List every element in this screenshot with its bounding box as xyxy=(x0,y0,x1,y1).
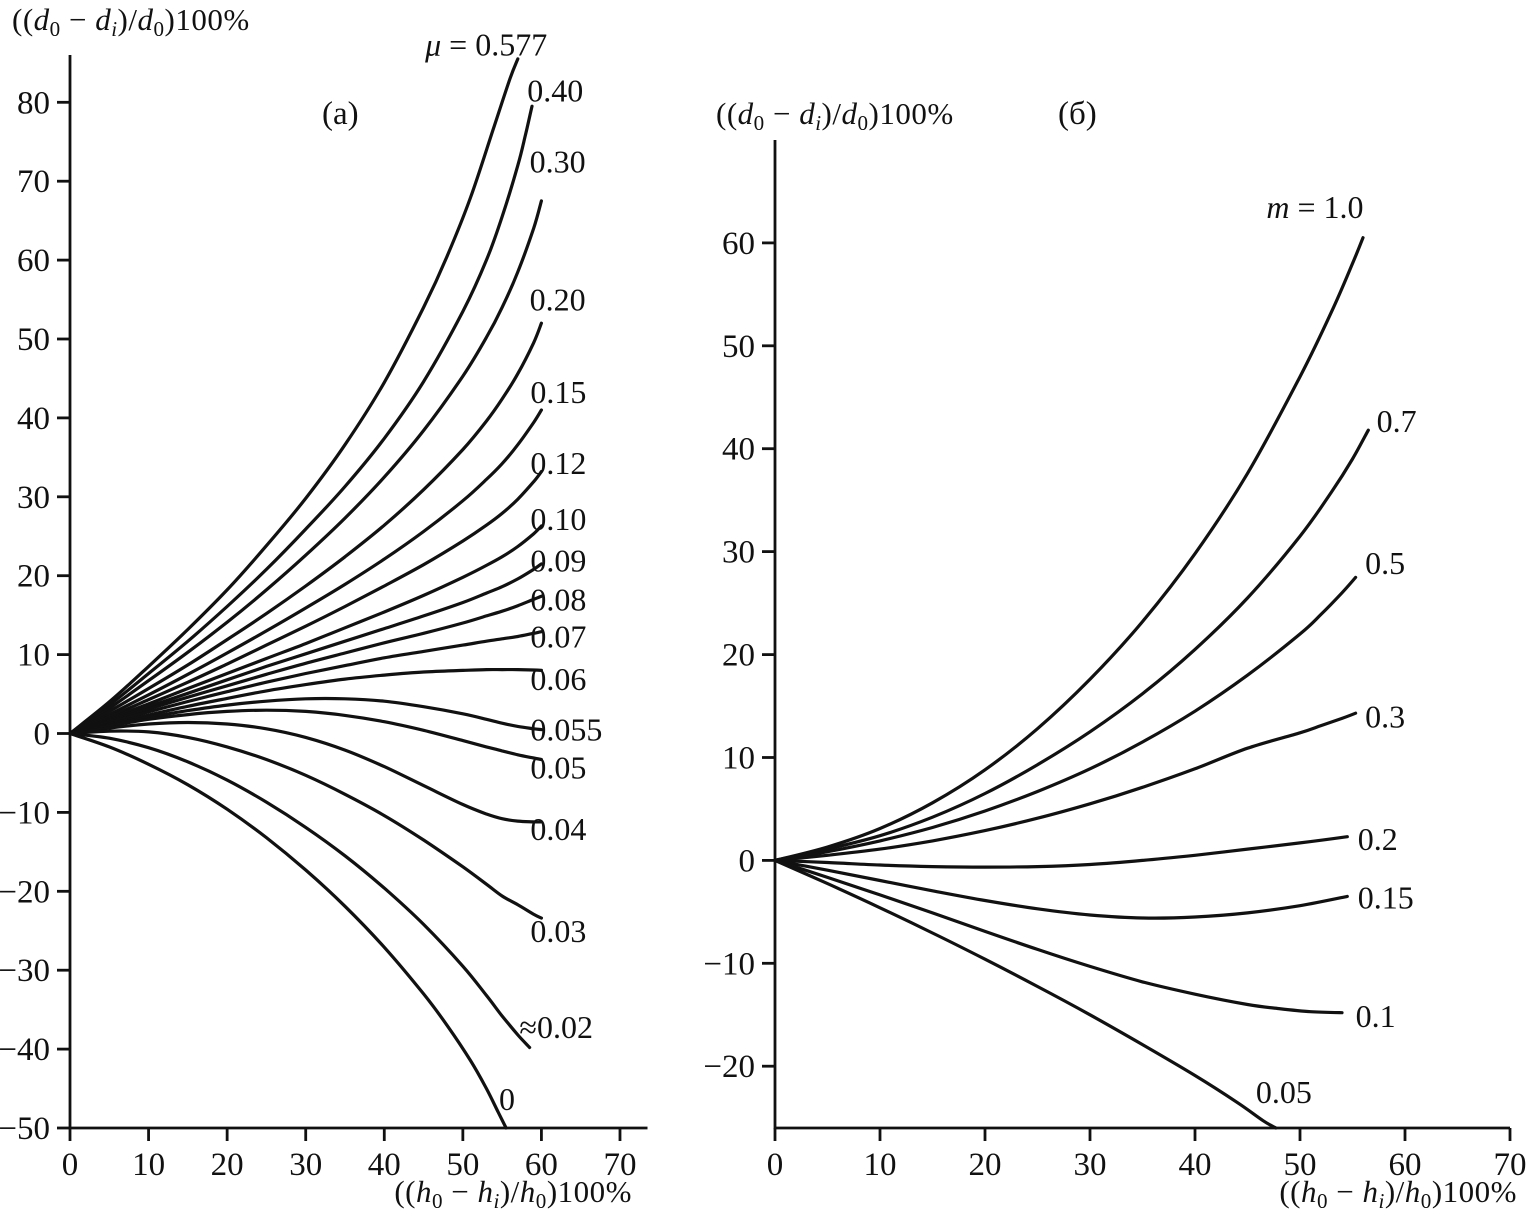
y-tick-label: 40 xyxy=(722,432,755,468)
curve-mu-010 xyxy=(68,524,543,736)
y-tick-label: 0 xyxy=(34,717,51,753)
y-tick-label: −20 xyxy=(0,874,50,910)
x-tick-label: 0 xyxy=(767,1147,784,1183)
curve-m-03 xyxy=(773,711,1358,862)
y-tick-label: −20 xyxy=(703,1049,755,1085)
curve-mu-012 xyxy=(68,470,543,736)
x-tick-label: 30 xyxy=(289,1147,322,1183)
curve-m-005 xyxy=(773,858,1278,1130)
curve-label-m-015: 0.15 xyxy=(1358,880,1414,916)
y-tick-label: −10 xyxy=(703,946,755,982)
x-axis-title-b: ((h0 − hi)/h0)100% xyxy=(1279,1174,1517,1213)
x-tick-label: 40 xyxy=(1179,1147,1212,1183)
y-tick-label: 20 xyxy=(17,559,50,595)
curve-label-m-10: m = 1.0 xyxy=(1266,189,1363,225)
y-tick-label: 30 xyxy=(17,480,50,516)
curve-mu-030 xyxy=(68,199,543,736)
x-tick-label: 10 xyxy=(864,1147,897,1183)
curve-mu-0055 xyxy=(68,696,543,736)
x-tick-label: 10 xyxy=(132,1147,165,1183)
curve-label-mu-008: 0.08 xyxy=(530,581,586,617)
curve-label-mu-003: 0.03 xyxy=(530,913,586,949)
curve-label-mu-006: 0.06 xyxy=(530,661,586,697)
curve-m-01 xyxy=(773,858,1344,1015)
curve-label-mu-002: ≈0.02 xyxy=(519,1009,593,1045)
curve-mu-020 xyxy=(68,321,543,736)
x-tick-label: 30 xyxy=(1074,1147,1107,1183)
curve-mu-008 xyxy=(68,594,543,736)
x-axis-title-a: ((h0 − hi)/h0)100% xyxy=(394,1174,632,1213)
curve-label-mu-030: 0.30 xyxy=(530,144,586,180)
curve-label-mu-020: 0.20 xyxy=(530,282,586,318)
y-tick-label: 0 xyxy=(739,843,756,879)
curve-label-mu-040: 0.40 xyxy=(527,73,583,109)
curve-label-m-07: 0.7 xyxy=(1377,403,1417,439)
curve-label-m-01: 0.1 xyxy=(1356,998,1396,1034)
curve-m-05 xyxy=(773,575,1358,862)
x-tick-label: 60 xyxy=(525,1147,558,1183)
y-tick-label: −50 xyxy=(0,1111,50,1147)
curve-label-m-03: 0.3 xyxy=(1365,698,1405,734)
curve-mu-003 xyxy=(68,729,543,920)
curve-mu-004 xyxy=(68,720,543,824)
x-tick-label: 20 xyxy=(969,1147,1002,1183)
panel-label-b: (б) xyxy=(1058,96,1097,132)
y-axis-title-a: ((d0 − di)/d0)100% xyxy=(12,2,250,41)
y-tick-label: −10 xyxy=(0,795,50,831)
y-tick-label: 40 xyxy=(17,401,50,437)
curve-label-mu-0055: 0.055 xyxy=(530,712,602,748)
curve-m-02 xyxy=(773,835,1349,869)
curve-mu-009 xyxy=(68,562,543,736)
x-tick-label: 40 xyxy=(368,1147,401,1183)
curve-label-m-02: 0.2 xyxy=(1358,821,1398,857)
curve-label-mu-010: 0.10 xyxy=(530,501,586,537)
y-tick-label: 60 xyxy=(722,226,755,262)
curve-mu-0 xyxy=(68,731,508,1130)
curve-label-mu-005: 0.05 xyxy=(530,749,586,785)
x-tick-label: 70 xyxy=(603,1147,636,1183)
y-tick-label: 10 xyxy=(17,638,50,674)
curve-label-m-05: 0.5 xyxy=(1365,545,1405,581)
x-tick-label: 50 xyxy=(1284,1147,1317,1183)
x-tick-label: 60 xyxy=(1389,1147,1422,1183)
curve-label-mu-012: 0.12 xyxy=(530,445,586,481)
curve-label-mu-007: 0.07 xyxy=(530,619,586,655)
curve-mu-005 xyxy=(68,708,543,762)
curve-mu-015 xyxy=(68,408,543,736)
curve-mu-006 xyxy=(68,667,543,736)
curve-label-mu-015: 0.15 xyxy=(530,374,586,410)
y-tick-label: 30 xyxy=(722,535,755,571)
panel-label-a: (а) xyxy=(322,96,359,132)
y-tick-label: 70 xyxy=(17,164,50,200)
y-tick-label: 60 xyxy=(17,243,50,279)
y-tick-label: −40 xyxy=(0,1032,50,1068)
x-tick-label: 20 xyxy=(211,1147,244,1183)
y-tick-label: 80 xyxy=(17,85,50,121)
y-tick-label: 50 xyxy=(722,329,755,365)
curve-label-mu-0: 0 xyxy=(499,1081,515,1117)
curve-mu-0577 xyxy=(68,57,520,736)
y-tick-label: 50 xyxy=(17,322,50,358)
x-tick-label: 0 xyxy=(62,1147,79,1183)
curve-m-07 xyxy=(773,428,1370,862)
curve-label-mu-009: 0.09 xyxy=(530,543,586,579)
y-tick-label: 10 xyxy=(722,741,755,777)
curve-mu-002 xyxy=(68,731,532,1050)
curve-mu-040 xyxy=(68,104,534,736)
chart-a-canvas: 0 10 20 30 40 50 60 70 −50 −40 −30 −20 −10 0 10 20 30 40 5… xyxy=(0,27,648,1183)
y-tick-label: −30 xyxy=(0,953,50,989)
x-tick-label: 70 xyxy=(1494,1147,1527,1183)
curve-label-m-005: 0.05 xyxy=(1256,1074,1312,1110)
axes-b xyxy=(773,140,1510,1130)
chart-b-canvas: 0 10 20 30 40 50 60 70 −20 −10 0 10 20 30 40 50 60 m = 1.… xyxy=(703,140,1527,1183)
curve-label-mu-004: 0.04 xyxy=(530,811,586,847)
y-tick-label: 20 xyxy=(722,638,755,674)
x-tick-label: 50 xyxy=(446,1147,479,1183)
curve-m-015 xyxy=(773,858,1349,920)
curve-label-mu-0577: μ = 0.577 xyxy=(424,27,547,63)
y-axis-title-b: ((d0 − di)/d0)100% xyxy=(716,96,954,135)
curve-mu-007 xyxy=(68,630,543,736)
curve-m-10 xyxy=(773,236,1365,862)
